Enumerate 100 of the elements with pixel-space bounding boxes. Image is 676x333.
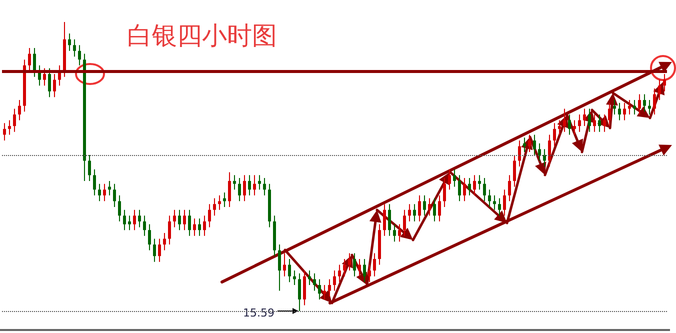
- candlestick: [548, 134, 551, 167]
- candlestick: [473, 174, 476, 196]
- candlestick: [73, 38, 76, 58]
- candlestick: [488, 189, 491, 208]
- candlestick: [563, 108, 566, 132]
- candlestick: [363, 258, 366, 283]
- candlestick: [353, 252, 356, 277]
- candlestick: [528, 134, 531, 153]
- candlestick: [173, 209, 176, 228]
- candlestick: [3, 122, 6, 141]
- candlestick: [278, 244, 281, 292]
- candlestick: [18, 100, 21, 121]
- candlestick: [13, 108, 16, 132]
- candlestick: [523, 137, 526, 153]
- candlestick: [98, 183, 101, 202]
- candlestick: [153, 238, 156, 262]
- candlestick: [503, 189, 506, 216]
- candlestick: [198, 218, 201, 236]
- candlestick: [158, 238, 161, 262]
- candlestick: [103, 183, 106, 202]
- candlestick: [138, 209, 141, 228]
- candlestick: [8, 120, 11, 136]
- candlestick: [118, 194, 121, 222]
- candlestick: [233, 174, 236, 190]
- candlestick: [603, 114, 606, 132]
- candlestick: [88, 154, 91, 182]
- candlestick: [468, 178, 471, 196]
- candlestick: [93, 168, 96, 196]
- candlestick: [238, 178, 241, 202]
- candlestick: [33, 48, 36, 78]
- candlestick: [428, 198, 431, 216]
- candlestick: [393, 224, 396, 242]
- candlestick: [658, 79, 661, 101]
- candlestick: [558, 120, 561, 136]
- candlestick: [493, 194, 496, 210]
- candlestick: [258, 174, 261, 190]
- candlestick: [578, 114, 581, 132]
- candlestick: [373, 252, 376, 277]
- candlestick: [423, 194, 426, 216]
- candlestick: [453, 168, 456, 188]
- candlestick: [368, 264, 371, 283]
- candlestick: [48, 68, 51, 98]
- candlestick: [653, 88, 656, 115]
- candlestick: [243, 174, 246, 202]
- candlestick: [188, 209, 191, 236]
- candlestick: [478, 174, 481, 190]
- candlestick: [333, 270, 336, 292]
- candlestick: [263, 178, 266, 196]
- candlestick: [568, 114, 571, 136]
- candlestick: [463, 178, 466, 202]
- candlestick: [43, 68, 46, 86]
- candlestick: [618, 102, 621, 121]
- candlestick: [483, 178, 486, 202]
- candlestick: [643, 94, 646, 112]
- candlestick: [448, 168, 451, 190]
- candlestick: [413, 204, 416, 222]
- candlestick: [438, 194, 441, 222]
- candlestick: [318, 278, 321, 300]
- candlestick: [313, 272, 316, 292]
- candlestick: [123, 209, 126, 231]
- candlestick: [163, 232, 166, 251]
- candlestick: [113, 183, 116, 208]
- candlestick: [388, 204, 391, 236]
- candlestick: [408, 204, 411, 222]
- chart-title: 白银四小时图: [127, 21, 277, 50]
- candlestick: [533, 134, 536, 156]
- candlestick: [383, 204, 386, 236]
- candlestick: [193, 218, 196, 236]
- candlestick: [303, 270, 306, 306]
- candlestick: [513, 154, 516, 188]
- candlestick: [418, 194, 421, 222]
- candlestick: [443, 178, 446, 208]
- candlestick: [588, 108, 591, 132]
- candlestick: [228, 172, 231, 208]
- candlestick: [593, 114, 596, 132]
- candlestick: [403, 209, 406, 236]
- candlestick: [573, 120, 576, 136]
- candlestick: [398, 224, 401, 242]
- candlestick: [108, 180, 111, 196]
- candlestick: [183, 209, 186, 231]
- candlestick: [128, 215, 131, 231]
- candlestick: [328, 278, 331, 298]
- candlestick: [553, 122, 556, 147]
- candlestick: [53, 74, 56, 98]
- candlestick: [348, 252, 351, 272]
- candlestick: [518, 140, 521, 167]
- candlestick: [288, 258, 291, 283]
- candlestick: [338, 264, 341, 283]
- candlestick: [78, 44, 81, 66]
- candlestick: [583, 108, 586, 127]
- candlestick: [218, 194, 221, 210]
- candlestick: [203, 215, 206, 236]
- candlestick: [343, 258, 346, 277]
- candlestick: [358, 258, 361, 277]
- candlestick: [148, 224, 151, 251]
- candlestick: [433, 198, 436, 222]
- candlestick: [178, 209, 181, 231]
- candlestick: [598, 114, 601, 132]
- candlestick: [543, 148, 546, 167]
- candlestick: [143, 215, 146, 236]
